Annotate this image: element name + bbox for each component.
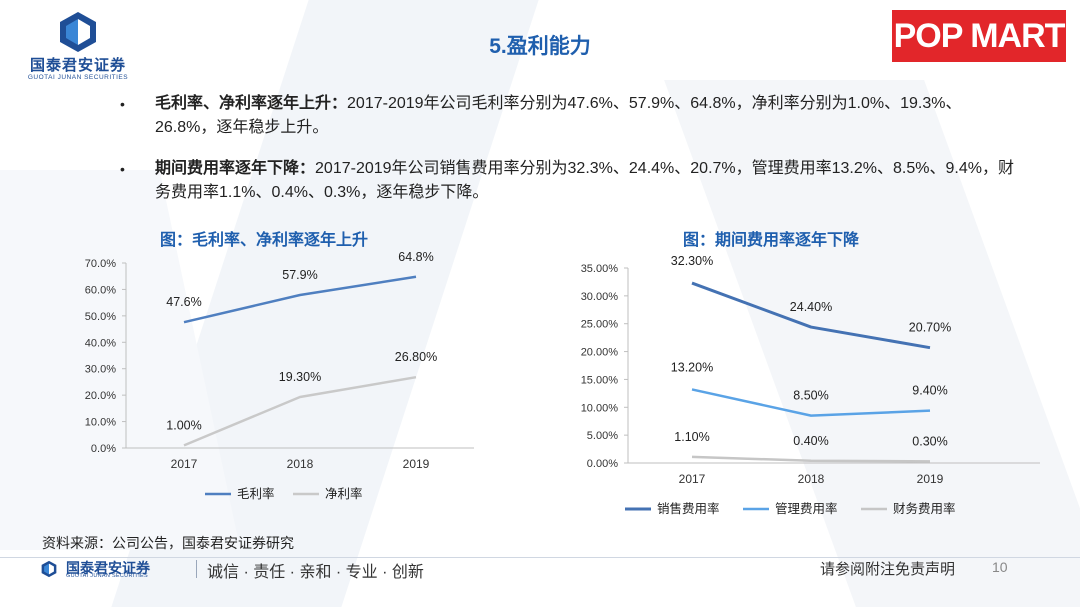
bullet-heading: 期间费用率逐年下降： bbox=[155, 160, 316, 177]
bullet-text: 期间费用率逐年下降：2017-2019年公司销售费用率分别为32.3%、24.4… bbox=[155, 157, 1015, 205]
y-tick-label: 35.00% bbox=[581, 263, 619, 275]
bullet-dot-icon: • bbox=[120, 96, 125, 112]
legend-label: 毛利率 bbox=[237, 486, 275, 501]
x-tick-label: 2017 bbox=[679, 472, 706, 486]
section-title: 5.盈利能力 bbox=[489, 35, 591, 58]
y-tick-label: 0.0% bbox=[91, 443, 116, 455]
series-line-1 bbox=[691, 281, 931, 350]
series-line-3 bbox=[691, 455, 931, 463]
legend-label: 管理费用率 bbox=[775, 501, 838, 516]
company-logo: 国泰君安证券 GUOTAI JUNAN SECURITIES bbox=[18, 8, 138, 81]
footer-divider bbox=[196, 560, 197, 578]
y-tick-label: 10.00% bbox=[581, 402, 619, 414]
company-logo-icon bbox=[60, 12, 96, 52]
bullet-heading: 毛利率、净利率逐年上升： bbox=[155, 95, 348, 112]
legend-label: 销售费用率 bbox=[657, 501, 720, 516]
y-tick-label: 50.0% bbox=[85, 311, 116, 323]
bullet-content: 2017-2019年公司毛利率分别为47.6%、57.9%、64.8%，净利率分… bbox=[155, 95, 962, 136]
y-tick-label: 60.0% bbox=[85, 284, 116, 296]
legend-label: 净利率 bbox=[325, 486, 363, 501]
data-label: 9.40% bbox=[912, 384, 947, 398]
data-label: 1.00% bbox=[166, 418, 201, 432]
footer-logo-english: GUOTAI JUNAN SECURITIES bbox=[66, 573, 148, 579]
x-tick-label: 2018 bbox=[798, 472, 825, 486]
data-label: 57.9% bbox=[282, 268, 317, 282]
company-logo-english: GUOTAI JUNAN SECURITIES bbox=[27, 74, 129, 81]
bullet-text: 毛利率、净利率逐年上升：2017-2019年公司毛利率分别为47.6%、57.9… bbox=[155, 92, 1015, 140]
bullet-content: 2017-2019年公司销售费用率分别为32.3%、24.4%、20.7%，管理… bbox=[155, 160, 1014, 201]
x-tick-label: 2019 bbox=[403, 457, 430, 471]
left-figure-title: 图：毛利率、净利率逐年上升 bbox=[160, 232, 369, 249]
y-tick-label: 10.0% bbox=[85, 417, 116, 429]
data-label: 19.30% bbox=[279, 370, 321, 384]
x-tick-label: 2018 bbox=[287, 457, 314, 471]
footer-divider-line bbox=[0, 557, 1080, 558]
page-number: 10 bbox=[992, 559, 1008, 575]
data-label: 1.10% bbox=[674, 430, 709, 444]
pop-mart-logo: POP MART bbox=[892, 10, 1066, 62]
y-tick-label: 30.0% bbox=[85, 364, 116, 376]
series-line-2 bbox=[691, 388, 931, 417]
source-note: 资料来源：公司公告，国泰君安证券研究 bbox=[42, 535, 294, 551]
bullet-dot-icon: • bbox=[120, 161, 125, 177]
x-tick-label: 2019 bbox=[917, 472, 944, 486]
y-tick-label: 20.00% bbox=[581, 347, 619, 359]
data-label: 64.8% bbox=[398, 250, 433, 264]
legend-label: 财务费用率 bbox=[893, 501, 956, 516]
y-tick-label: 40.0% bbox=[85, 337, 116, 349]
footer-logo-icon bbox=[41, 560, 57, 578]
data-label: 32.30% bbox=[671, 254, 713, 268]
y-tick-label: 5.00% bbox=[587, 430, 618, 442]
data-label: 13.20% bbox=[671, 360, 713, 374]
data-label: 26.80% bbox=[395, 350, 437, 364]
expense-ratio-line-chart: 0.00% 5.00% 10.00% 15.00% 20.00% 25.00% 30.00%… bbox=[581, 254, 1040, 516]
y-tick-label: 25.00% bbox=[581, 319, 619, 331]
series-line-2 bbox=[183, 375, 417, 447]
data-label: 24.40% bbox=[790, 300, 832, 314]
company-logo-name: 国泰君安证券 bbox=[29, 57, 126, 74]
data-label: 20.70% bbox=[909, 321, 951, 335]
footer-logo: 国泰君安证券 GUOTAI JUNAN SECURITIES bbox=[40, 558, 190, 580]
y-tick-label: 70.0% bbox=[85, 258, 116, 270]
margin-line-chart: 0.0% 10.0% 20.0% 30.0% 40.0% 50.0% 60.0% 70.0% 2… bbox=[85, 250, 474, 501]
data-label: 0.30% bbox=[912, 434, 947, 448]
footer-slogan: 诚信 · 责任 · 亲和 · 专业 · 创新 bbox=[207, 564, 424, 581]
series-line-1 bbox=[183, 275, 417, 324]
data-label: 8.50% bbox=[793, 389, 828, 403]
x-tick-label: 2017 bbox=[171, 457, 198, 471]
footer-logo-name: 国泰君安证券 bbox=[66, 560, 150, 576]
data-label: 0.40% bbox=[793, 434, 828, 448]
right-figure-title: 图：期间费用率逐年下降 bbox=[683, 232, 860, 249]
disclaimer-link[interactable]: 请参阅附注免责声明 bbox=[820, 561, 956, 578]
y-tick-label: 20.0% bbox=[85, 390, 116, 402]
data-label: 47.6% bbox=[166, 295, 201, 309]
y-tick-label: 0.00% bbox=[587, 458, 618, 470]
y-tick-label: 30.00% bbox=[581, 291, 619, 303]
y-tick-label: 15.00% bbox=[581, 374, 619, 386]
